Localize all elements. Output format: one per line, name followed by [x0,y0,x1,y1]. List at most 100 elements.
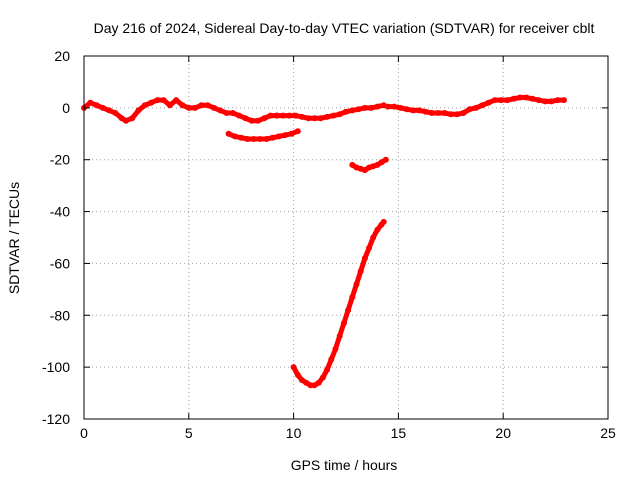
data-point [112,110,119,116]
chart-title: Day 216 of 2024, Sidereal Day-to-day VTE… [94,20,595,36]
data-point [231,133,238,140]
data-point [410,107,417,114]
data-point [223,110,230,116]
data-point [357,268,364,275]
data-point [473,104,479,111]
data-point [382,156,389,163]
data-point [435,110,442,116]
data-point [148,99,155,106]
data-point [257,136,264,142]
data-point [517,94,523,101]
y-tick-label: -80 [50,307,70,323]
data-point [441,110,448,116]
data-point [294,371,301,378]
data-point [211,104,217,111]
data-point [192,104,199,111]
data-point [332,346,339,352]
data-point [361,104,368,111]
data-point [311,115,318,122]
data-point [267,112,274,119]
y-tick-label: 20 [54,48,70,64]
data-point [510,95,517,102]
data-point [99,104,106,111]
data-point [324,113,331,120]
data-point [198,102,205,109]
data-point [374,226,381,233]
data-point [330,112,337,119]
data-point [261,115,268,122]
data-point [336,333,343,339]
data-point [160,97,167,104]
x-axis-title: GPS time / hours [291,457,398,473]
data-point [374,103,381,110]
data-point [454,111,461,118]
data-point [529,95,536,102]
data-point [491,97,498,104]
data-point [122,117,129,124]
data-point [349,294,356,301]
data-point [87,99,94,106]
data-point [250,136,257,142]
data-point [179,102,186,109]
data-point [275,133,282,140]
data-point [324,366,331,373]
data-point [428,110,435,116]
tick-label-layer: 0 5 10 15 20 25 -120 -100 -80 -60 -40 -20 0 20 [42,48,616,441]
x-tick-label: 5 [185,425,193,441]
data-point [141,102,148,109]
data-point [286,112,293,119]
y-tick-label: -100 [42,359,70,375]
data-point [93,102,100,109]
data-point [353,281,360,288]
data-point [391,103,398,110]
y-tick-label: -20 [50,152,70,168]
x-tick-label: 0 [80,425,88,441]
data-point [236,112,243,119]
data-point [403,106,410,113]
data-point [185,104,192,111]
data-point [349,107,356,114]
data-point [561,97,567,104]
data-point [554,97,561,104]
data-point [263,136,270,142]
data-point [129,115,136,122]
data-point [229,110,236,116]
data-point [366,244,373,251]
data-point [292,112,299,119]
data-point [523,94,530,101]
y-tick-label: 0 [62,100,70,116]
x-tick-label: 15 [391,425,407,441]
data-point [355,106,362,113]
y-tick-label: -40 [50,204,70,220]
data-point [447,111,454,118]
data-point [498,97,505,104]
data-point [504,97,511,104]
data-point [135,107,142,114]
data-point [204,102,211,109]
data-point [380,218,387,225]
y-axis-title: SDTVAR / TECUs [6,182,22,294]
data-point [535,97,542,104]
data-point [328,356,335,363]
data-point [288,130,295,137]
data-point [238,134,245,141]
data-point [242,115,249,122]
data-point [416,107,423,114]
data-point [248,117,255,124]
data-point [217,107,224,114]
data-point [305,115,312,122]
data-point [548,98,555,105]
data-point [299,113,305,120]
data-point [542,98,549,105]
data-layer [81,94,567,389]
x-tick-label: 10 [286,425,302,441]
data-point [368,104,375,111]
data-point [269,134,276,141]
data-point [343,108,349,115]
data-point [361,255,368,262]
data-point [225,130,232,137]
data-point [466,106,473,113]
data-point [282,132,289,139]
data-point [460,110,467,116]
data-point [317,115,324,122]
